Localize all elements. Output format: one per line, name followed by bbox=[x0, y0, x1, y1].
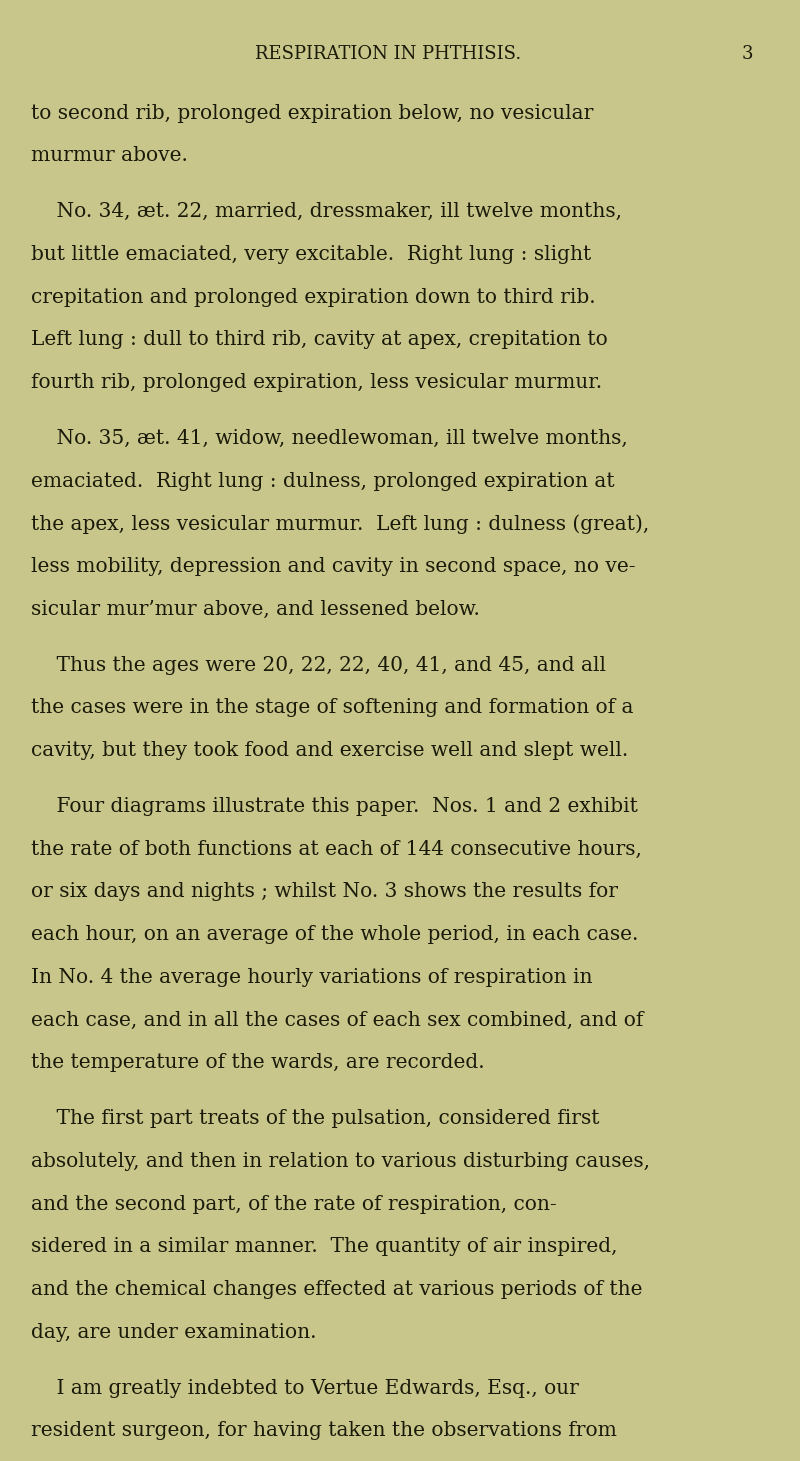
Text: absolutely, and then in relation to various disturbing causes,: absolutely, and then in relation to vari… bbox=[31, 1151, 650, 1170]
Text: each case, and in all the cases of each sex combined, and of: each case, and in all the cases of each … bbox=[31, 1011, 643, 1030]
Text: day, are under examination.: day, are under examination. bbox=[31, 1324, 317, 1343]
Text: sidered in a similar manner.  The quantity of air inspired,: sidered in a similar manner. The quantit… bbox=[31, 1237, 618, 1256]
Text: the rate of both functions at each of 144 consecutive hours,: the rate of both functions at each of 14… bbox=[31, 840, 642, 859]
Text: less mobility, depression and cavity in second space, no ve-: less mobility, depression and cavity in … bbox=[31, 557, 635, 576]
Text: the temperature of the wards, are recorded.: the temperature of the wards, are record… bbox=[31, 1053, 485, 1072]
Text: RESPIRATION IN PHTHISIS.: RESPIRATION IN PHTHISIS. bbox=[255, 45, 522, 63]
Text: and the chemical changes effected at various periods of the: and the chemical changes effected at var… bbox=[31, 1280, 642, 1299]
Text: The first part treats of the pulsation, considered first: The first part treats of the pulsation, … bbox=[31, 1109, 599, 1128]
Text: murmur above.: murmur above. bbox=[31, 146, 188, 165]
Text: but little emaciated, very excitable.  Right lung : slight: but little emaciated, very excitable. Ri… bbox=[31, 245, 591, 264]
Text: fourth rib, prolonged expiration, less vesicular murmur.: fourth rib, prolonged expiration, less v… bbox=[31, 373, 602, 392]
Text: crepitation and prolonged expiration down to third rib.: crepitation and prolonged expiration dow… bbox=[31, 288, 596, 307]
Text: Left lung : dull to third rib, cavity at apex, crepitation to: Left lung : dull to third rib, cavity at… bbox=[31, 330, 608, 349]
Text: Thus the ages were 20, 22, 22, 40, 41, and 45, and all: Thus the ages were 20, 22, 22, 40, 41, a… bbox=[31, 656, 606, 675]
Text: emaciated.  Right lung : dulness, prolonged expiration at: emaciated. Right lung : dulness, prolong… bbox=[31, 472, 614, 491]
Text: I am greatly indebted to Vertue Edwards, Esq., our: I am greatly indebted to Vertue Edwards,… bbox=[31, 1379, 579, 1398]
Text: resident surgeon, for having taken the observations from: resident surgeon, for having taken the o… bbox=[31, 1422, 617, 1441]
Text: Four diagrams illustrate this paper.  Nos. 1 and 2 exhibit: Four diagrams illustrate this paper. Nos… bbox=[31, 796, 638, 815]
Text: No. 35, æt. 41, widow, needlewoman, ill twelve months,: No. 35, æt. 41, widow, needlewoman, ill … bbox=[31, 430, 628, 449]
Text: the apex, less vesicular murmur.  Left lung : dulness (great),: the apex, less vesicular murmur. Left lu… bbox=[31, 514, 650, 535]
Text: and the second part, of the rate of respiration, con-: and the second part, of the rate of resp… bbox=[31, 1195, 557, 1214]
Text: to second rib, prolonged expiration below, no vesicular: to second rib, prolonged expiration belo… bbox=[31, 104, 594, 123]
Text: No. 34, æt. 22, married, dressmaker, ill twelve months,: No. 34, æt. 22, married, dressmaker, ill… bbox=[31, 202, 622, 221]
Text: cavity, but they took food and exercise well and slept well.: cavity, but they took food and exercise … bbox=[31, 741, 628, 760]
Text: each hour, on an average of the whole period, in each case.: each hour, on an average of the whole pe… bbox=[31, 925, 638, 944]
Text: or six days and nights ; whilst No. 3 shows the results for: or six days and nights ; whilst No. 3 sh… bbox=[31, 882, 618, 901]
Text: 3: 3 bbox=[742, 45, 753, 63]
Text: the cases were in the stage of softening and formation of a: the cases were in the stage of softening… bbox=[31, 698, 634, 717]
Text: sicular mur’mur above, and lessened below.: sicular mur’mur above, and lessened belo… bbox=[31, 600, 480, 619]
Text: In No. 4 the average hourly variations of respiration in: In No. 4 the average hourly variations o… bbox=[31, 969, 593, 988]
